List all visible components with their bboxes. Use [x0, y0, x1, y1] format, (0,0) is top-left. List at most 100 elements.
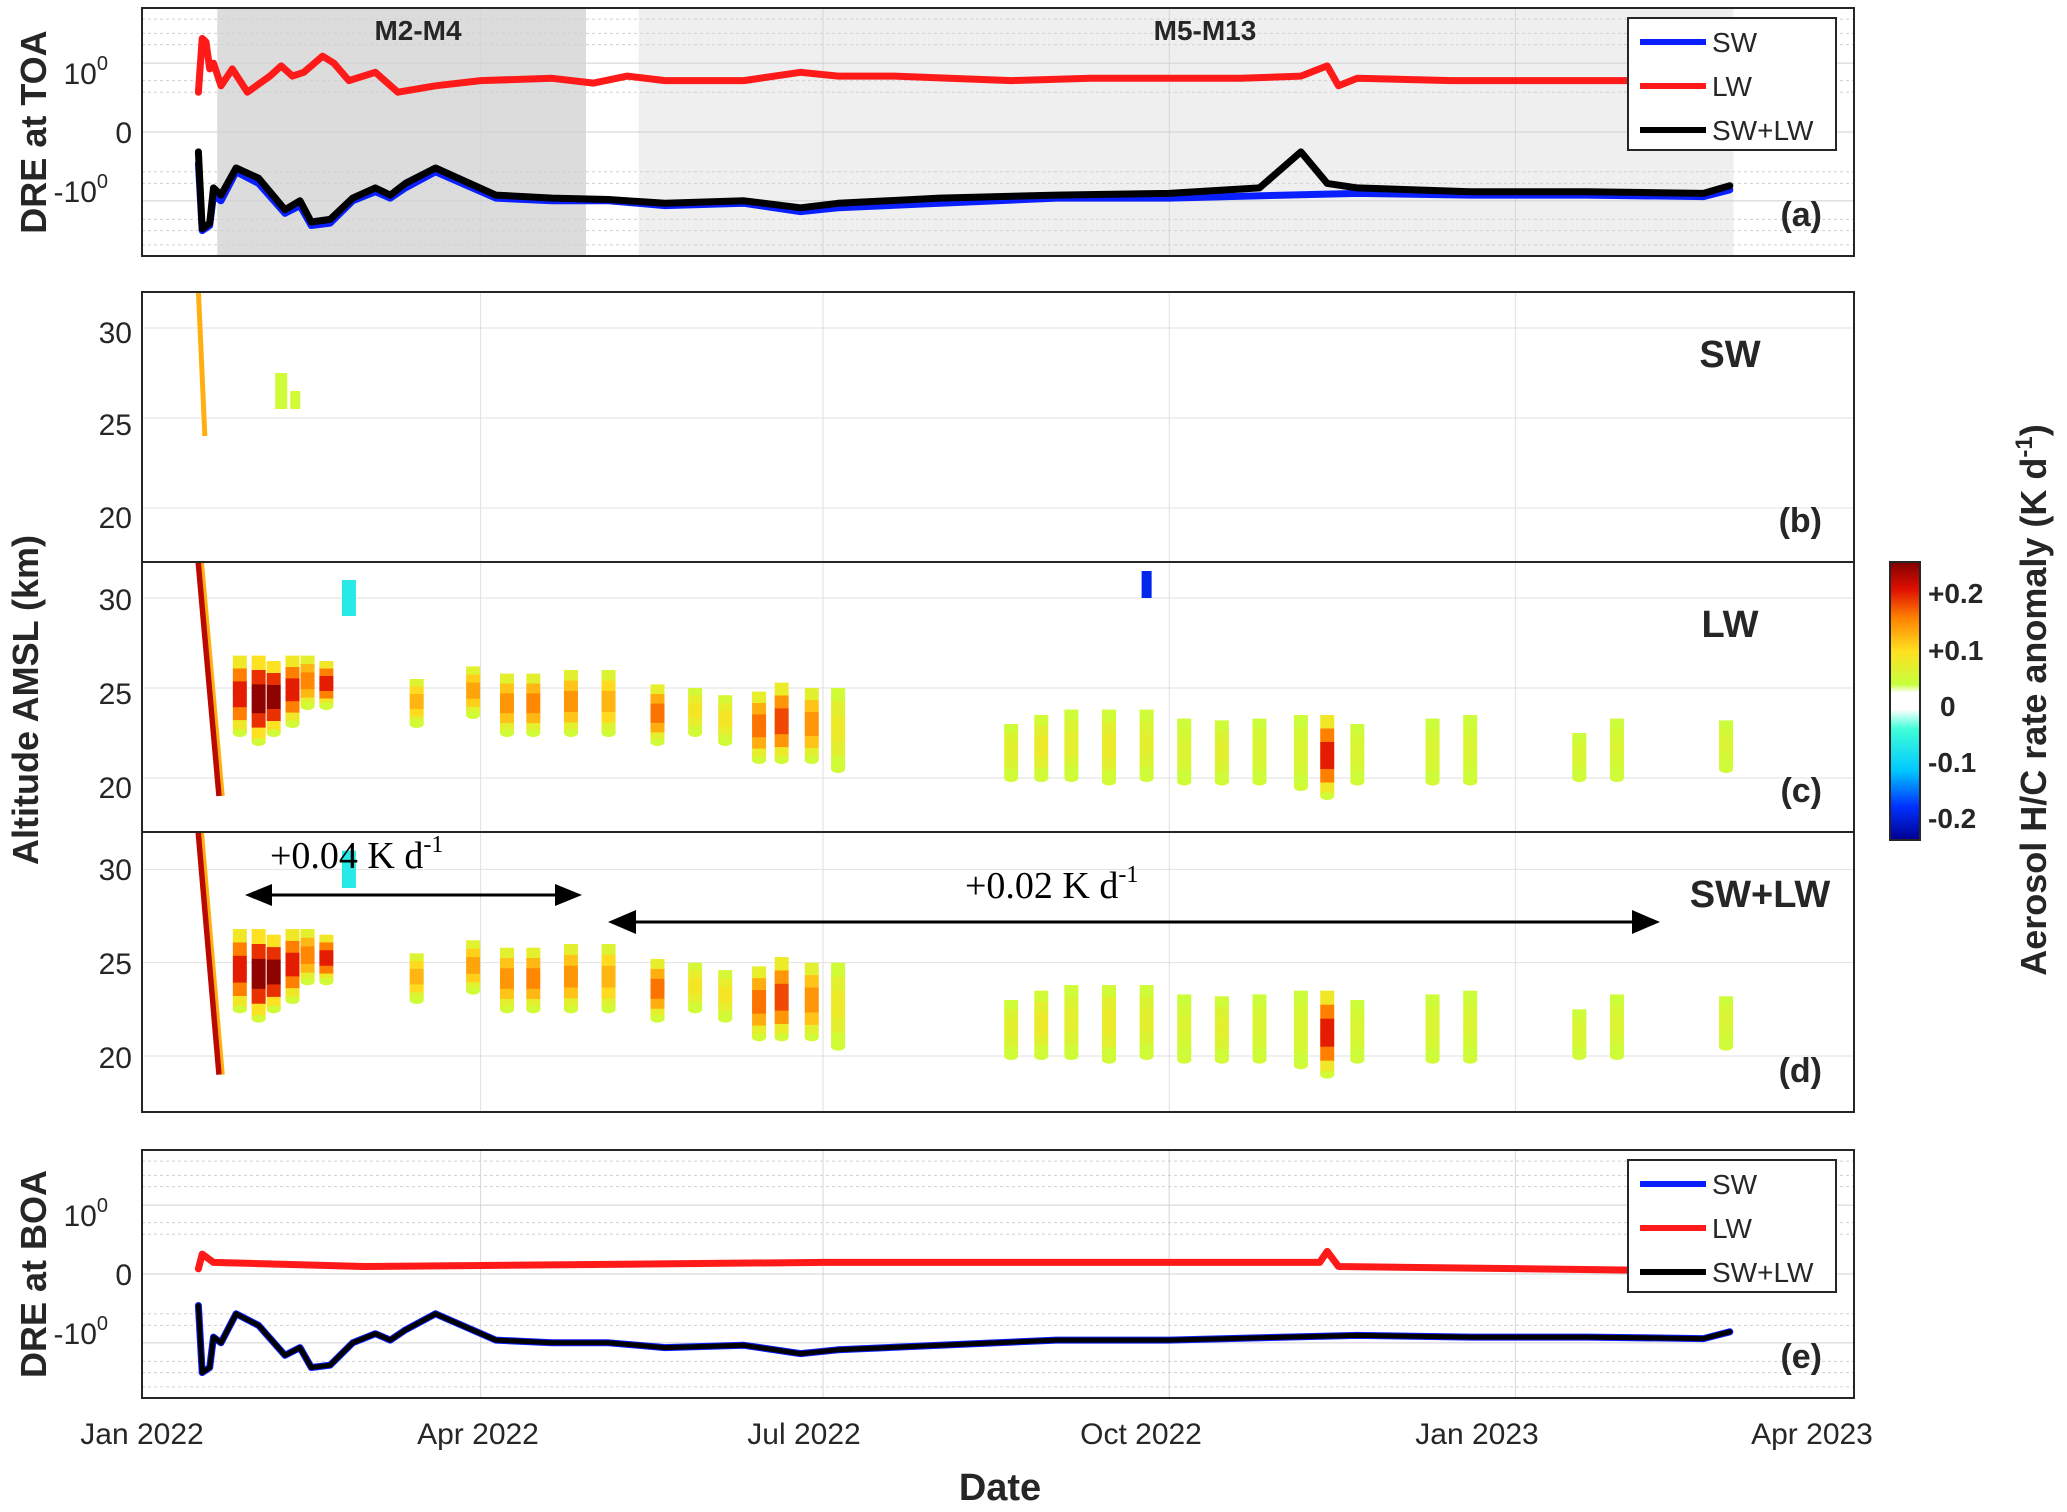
panel-d-column-33-seg-3 [1609, 1025, 1624, 1036]
panel-d-column-12-seg-5 [650, 1008, 665, 1020]
panel-c-column-34-seg-0 [1719, 720, 1734, 729]
panel-d-column-0-seg-3 [232, 969, 247, 984]
panel-d-column-16-seg-1 [774, 970, 789, 985]
panel-d-column-10-seg-0 [563, 944, 578, 956]
panel-d-column-34-seg-3 [1719, 1021, 1734, 1031]
panel-e-ytick-0: 0 [115, 1259, 132, 1292]
panel-c-column-8-seg-4 [499, 713, 514, 724]
panel-d-column-5-seg-0 [319, 934, 334, 943]
panel-d-plume-streak [195, 831, 223, 1075]
panel-d-column-20-seg-5 [1034, 1045, 1049, 1057]
panel-c-column-30-base [1425, 777, 1440, 786]
panel-b-ytick-20: 20 [99, 502, 132, 535]
panel-d-ytick-30: 30 [99, 854, 132, 887]
panel-c-column-8-base [499, 729, 514, 737]
panel-d-column-34-seg-2 [1719, 1013, 1734, 1022]
panel-d-column-9-seg-3 [526, 978, 541, 990]
panel-d-column-23-seg-4 [1139, 1032, 1154, 1045]
panel-c-column-26-seg-0 [1252, 718, 1267, 730]
panel-c-column-6-seg-3 [409, 701, 424, 710]
panel-e-frame [141, 1149, 1855, 1399]
panel-c-column-20-seg-3 [1034, 746, 1049, 758]
panel-d-column-8-base [499, 1005, 514, 1014]
panel-d-column-1-seg-0 [251, 929, 266, 945]
panel-d-column-13-seg-3 [688, 986, 703, 995]
panel-c-column-24-seg-2 [1177, 739, 1192, 751]
panel-c-column-17-seg-1 [804, 700, 819, 713]
panel-c-column-4-seg-4 [300, 689, 315, 699]
panel-e-legend: SW LW SW+LW [1627, 1159, 1837, 1293]
panel-d-column-22-seg-4 [1101, 1034, 1116, 1048]
panel-d-column-0-base [232, 1005, 247, 1014]
panel-c-column-29-seg-4 [1350, 762, 1365, 773]
panel-d-column-13-base [688, 1005, 703, 1014]
panel-c-column-18-seg-0 [831, 688, 846, 702]
panel-d-heatmap [195, 831, 1734, 1079]
panel-d-column-4-seg-5 [300, 972, 315, 982]
legend-a-swlw-label: SW+LW [1712, 115, 1814, 146]
panel-d-column-20-seg-2 [1034, 1012, 1049, 1024]
panel-c-column-15-seg-2 [752, 714, 767, 727]
panel-c-column-32-base [1572, 774, 1587, 782]
panel-d-column-33-base [1609, 1052, 1624, 1060]
panel-d-column-33-seg-0 [1609, 994, 1624, 1006]
panel-d-column-33-seg-1 [1609, 1004, 1624, 1016]
panel-d-column-19-seg-0 [1004, 1000, 1019, 1010]
panel-c-column-15-base [752, 756, 767, 764]
panel-d-column-11-seg-5 [601, 998, 616, 1010]
panel-d-yticks: 30 25 20 [99, 854, 132, 1075]
panel-c-column-23-seg-2 [1139, 732, 1154, 745]
panel-c-plume-streak [195, 561, 223, 797]
panel-c-column-23-seg-5 [1139, 766, 1154, 779]
panel-d-column-14-seg-0 [718, 970, 733, 979]
panel-c-column-17-seg-4 [804, 736, 819, 749]
panel-c-column-19-seg-3 [1004, 751, 1019, 761]
panel-c-column-27-base [1293, 783, 1308, 791]
panel-d-column-20-seg-0 [1034, 990, 1049, 1003]
panel-d-column-15-base [752, 1033, 767, 1042]
panel-d-column-21-seg-4 [1064, 1032, 1079, 1045]
panel-c-heatmap [195, 561, 1734, 800]
panel-d-column-3-seg-4 [285, 976, 300, 989]
panel-c-column-18-seg-1 [831, 701, 846, 716]
panel-d-column-32-seg-2 [1572, 1024, 1587, 1034]
panel-d-column-32-seg-4 [1572, 1040, 1587, 1049]
panel-c-column-21-seg-2 [1064, 732, 1079, 745]
panel-c-negative-patch [341, 580, 356, 616]
panel-c-column-7-seg-2 [466, 682, 481, 692]
panel-c-column-11-base [601, 729, 616, 737]
panel-d-column-3-seg-0 [285, 929, 300, 942]
panel-d-plume-edge [200, 831, 225, 1075]
panel-c-column-12-seg-5 [650, 732, 665, 743]
panel-c-column-15-seg-0 [752, 691, 767, 704]
panel-e-grid [141, 1150, 1855, 1398]
panel-c-column-28-seg-3 [1320, 755, 1335, 770]
panel-c-column-6-seg-4 [409, 709, 424, 717]
panel-d-column-33-seg-5 [1609, 1045, 1624, 1057]
period-label-m2m4: M2-M4 [374, 15, 462, 46]
panel-c-column-31-seg-1 [1463, 726, 1478, 738]
panel-d-column-11-seg-0 [601, 944, 616, 956]
panel-c-column-31-seg-2 [1463, 737, 1478, 749]
panel-c-column-15-seg-4 [752, 737, 767, 750]
panel-c-column-1-seg-1 [251, 670, 266, 685]
panel-d-ytick-25: 25 [99, 948, 132, 981]
panel-d-column-17-seg-4 [804, 1012, 819, 1026]
colorbar: +0.2 +0.1 0 -0.1 -0.2 Aerosol H/C rate a… [1889, 424, 2054, 976]
panel-c-column-19-base [1004, 774, 1019, 782]
panel-c-column-29-seg-1 [1350, 733, 1365, 744]
panel-d-column-8-seg-0 [499, 947, 514, 959]
colorbar-scale [1889, 561, 1921, 841]
panel-d-column-30-seg-0 [1425, 994, 1440, 1006]
panel-d-column-11-seg-2 [601, 965, 616, 978]
colorbar-tick-0: 0 [1940, 691, 1956, 722]
colorbar-tick-m01: -0.1 [1928, 747, 1976, 778]
panel-c-column-13-seg-3 [688, 710, 703, 719]
panel-d-column-19-seg-1 [1004, 1009, 1019, 1020]
panel-c-column-6-seg-1 [409, 686, 424, 695]
panel-d-column-33-seg-4 [1609, 1035, 1624, 1047]
legend-a-lw-label: LW [1712, 71, 1752, 102]
panel-c-column-27-seg-0 [1293, 715, 1308, 728]
panel-c-column-31-seg-5 [1463, 770, 1478, 783]
panel-d-column-25-seg-0 [1214, 996, 1229, 1008]
